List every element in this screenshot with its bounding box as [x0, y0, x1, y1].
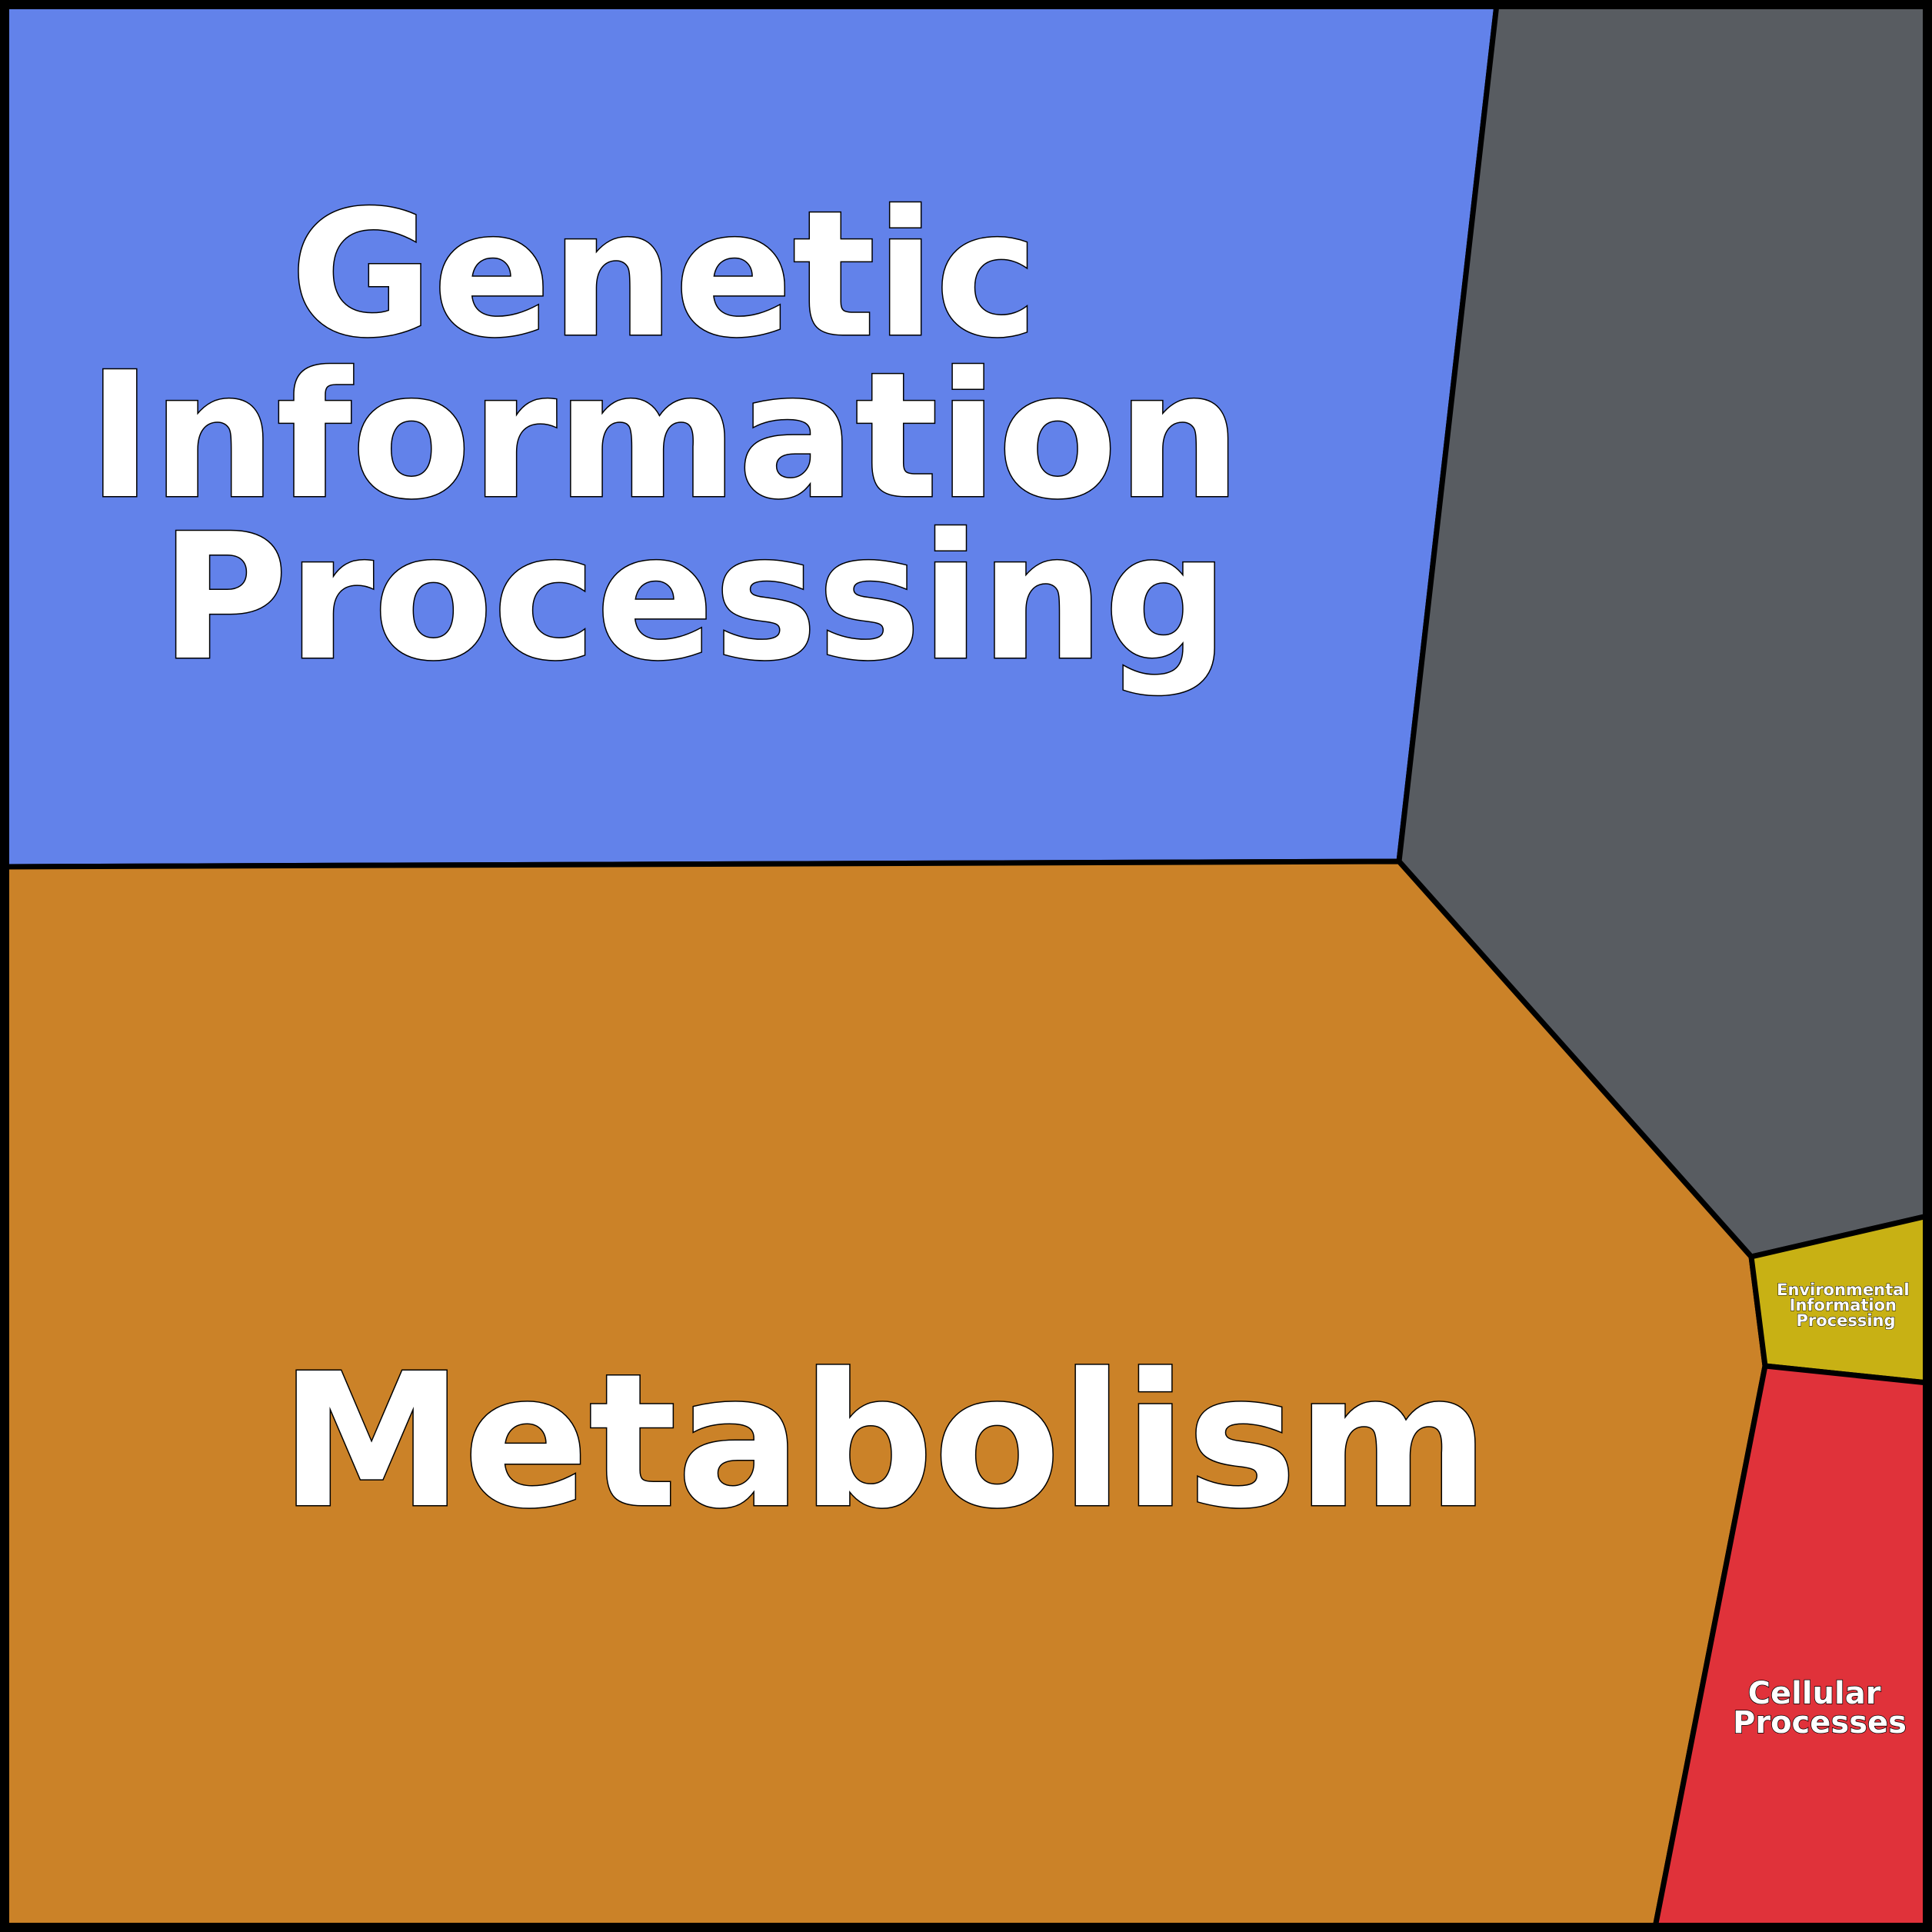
region-metabolism-label: Metabolism	[280, 1334, 1489, 1549]
environmental-label-line-3: Processing	[1796, 1311, 1895, 1330]
cellular-label-line-2: Processes	[1733, 1705, 1907, 1740]
environmental-label-line-1: Environmental	[1777, 1281, 1909, 1299]
metabolism-label-line-1: Metabolism	[280, 1334, 1489, 1549]
region-metabolism: Metabolism	[2, 858, 1768, 1930]
region-environmental-information-processing: Environmental Information Processing	[1748, 1213, 1930, 1386]
cellular-label-line-1: Cellular	[1748, 1676, 1881, 1711]
genetic-label-line-3: Processing	[161, 497, 1229, 699]
region-genetic-label: Genetic Information Processing	[88, 174, 1301, 699]
genetic-label-line-1: Genetic	[290, 174, 1038, 376]
region-genetic-information-processing: Genetic Information Processing	[2, 2, 1500, 870]
environmental-label-line-2: Information	[1790, 1296, 1897, 1314]
genetic-label-line-2: Information	[88, 335, 1241, 538]
region-environmental-label: Environmental Information Processing	[1777, 1281, 1915, 1330]
region-cellular-label: Cellular Processes	[1733, 1676, 1907, 1740]
region-cellular-processes: Cellular Processes	[1652, 1363, 1930, 1930]
